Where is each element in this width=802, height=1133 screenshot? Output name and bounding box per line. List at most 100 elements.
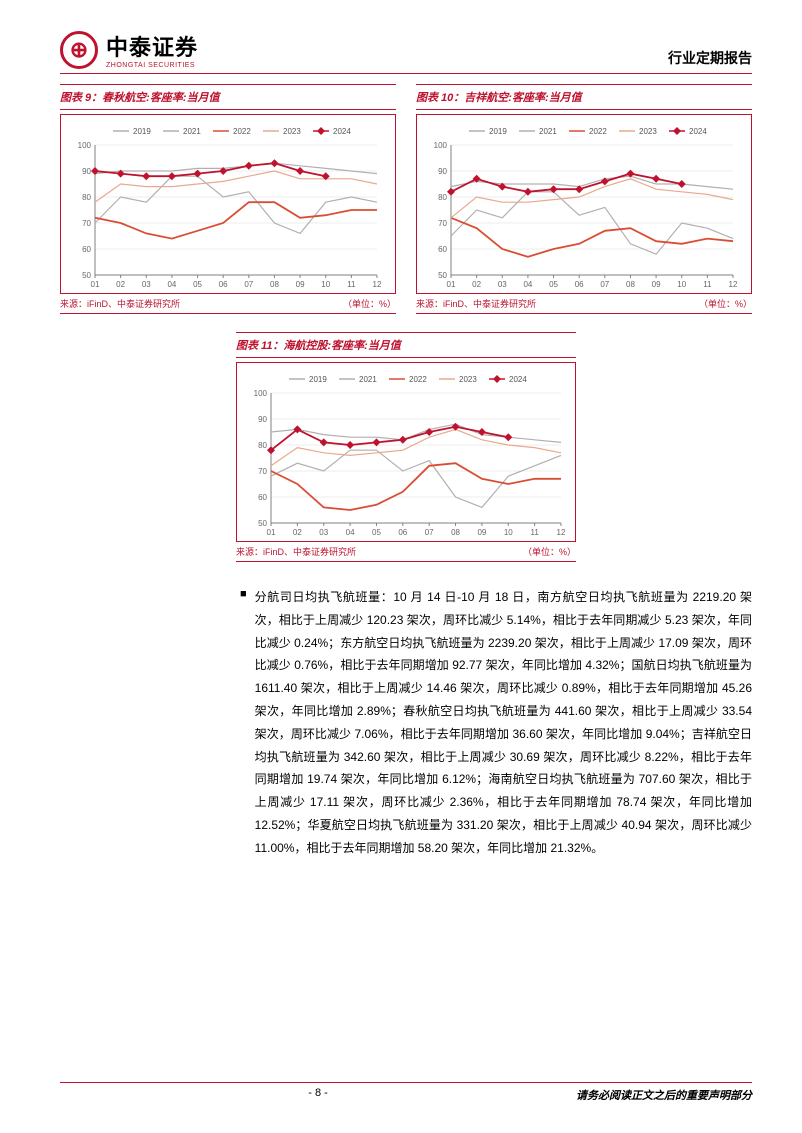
svg-text:60: 60 <box>258 493 267 502</box>
svg-text:02: 02 <box>293 528 302 537</box>
svg-text:12: 12 <box>373 280 382 289</box>
chart-9-box: 图表 9：春秋航空:客座率:当月值 5060708090100010203040… <box>60 84 396 314</box>
svg-text:07: 07 <box>600 280 609 289</box>
chart-11-box: 图表 11：海航控股:客座率:当月值 506070809010001020304… <box>236 332 576 562</box>
svg-text:03: 03 <box>498 280 507 289</box>
svg-text:07: 07 <box>244 280 253 289</box>
svg-text:80: 80 <box>258 441 267 450</box>
svg-text:05: 05 <box>549 280 558 289</box>
page-footer: - 8 - 请务必阅读正文之后的重要声明部分 <box>60 1082 752 1103</box>
chart-10-svg: 5060708090100010203040506070809101112201… <box>421 121 741 291</box>
svg-text:06: 06 <box>398 528 407 537</box>
chart-10-footer: 来源：iFinD、中泰证券研究所 （单位：%） <box>416 294 752 314</box>
svg-text:80: 80 <box>438 193 447 202</box>
svg-text:70: 70 <box>82 219 91 228</box>
doc-type: 行业定期报告 <box>668 30 752 68</box>
chart-9-title: 图表 9：春秋航空:客座率:当月值 <box>60 92 220 104</box>
svg-text:70: 70 <box>438 219 447 228</box>
svg-text:2019: 2019 <box>489 127 507 136</box>
footer-note: 请务必阅读正文之后的重要声明部分 <box>576 1087 752 1103</box>
svg-text:70: 70 <box>258 467 267 476</box>
svg-text:2022: 2022 <box>589 127 607 136</box>
chart-11-svg: 5060708090100010203040506070809101112201… <box>241 369 569 539</box>
chart-9-area: 5060708090100010203040506070809101112201… <box>60 114 396 294</box>
svg-text:80: 80 <box>82 193 91 202</box>
svg-text:03: 03 <box>142 280 151 289</box>
svg-text:08: 08 <box>451 528 460 537</box>
svg-text:100: 100 <box>78 141 92 150</box>
svg-text:02: 02 <box>472 280 481 289</box>
svg-text:11: 11 <box>530 528 539 537</box>
chart-11-unit: （单位：%） <box>523 545 576 558</box>
logo-cn: 中泰证券 <box>106 30 198 62</box>
logo-en: ZHONGTAI SECURITIES <box>106 62 198 69</box>
svg-text:2021: 2021 <box>359 375 377 384</box>
svg-text:50: 50 <box>82 271 91 280</box>
svg-text:01: 01 <box>91 280 100 289</box>
svg-text:2022: 2022 <box>233 127 251 136</box>
svg-text:09: 09 <box>296 280 305 289</box>
svg-text:10: 10 <box>677 280 686 289</box>
svg-text:90: 90 <box>82 167 91 176</box>
paragraph-item: ■ 分航司日均执飞航班量：10 月 14 日-10 月 18 日，南方航空日均执… <box>240 586 752 860</box>
svg-text:01: 01 <box>447 280 456 289</box>
chart-11-title: 图表 11：海航控股:客座率:当月值 <box>236 340 401 352</box>
chart-9-footer: 来源：iFinD、中泰证券研究所 （单位：%） <box>60 294 396 314</box>
bullet-icon: ■ <box>240 588 247 600</box>
svg-text:2023: 2023 <box>283 127 301 136</box>
svg-text:06: 06 <box>575 280 584 289</box>
chart-9-unit: （单位：%） <box>343 297 396 310</box>
svg-text:50: 50 <box>258 519 267 528</box>
top-chart-row: 图表 9：春秋航空:客座率:当月值 50 60 70 80 90 100 01 02 03 04 0… <box>60 84 752 314</box>
chart-11-footer: 来源：iFinD、中泰证券研究所 （单位：%） <box>236 542 576 562</box>
svg-text:2019: 2019 <box>309 375 327 384</box>
chart-10-source: 来源：iFinD、中泰证券研究所 <box>416 297 536 310</box>
chart-10-unit: （单位：%） <box>699 297 752 310</box>
svg-text:10: 10 <box>321 280 330 289</box>
svg-text:100: 100 <box>254 389 268 398</box>
svg-text:06: 06 <box>219 280 228 289</box>
svg-text:07: 07 <box>425 528 434 537</box>
chart-10-area: 5060708090100010203040506070809101112201… <box>416 114 752 294</box>
logo: ⊕ 中泰证券 ZHONGTAI SECURITIES <box>60 30 198 69</box>
svg-text:2024: 2024 <box>333 127 351 136</box>
svg-text:2024: 2024 <box>509 375 527 384</box>
svg-text:2024: 2024 <box>689 127 707 136</box>
svg-text:60: 60 <box>438 245 447 254</box>
svg-text:90: 90 <box>438 167 447 176</box>
chart-9-source: 来源：iFinD、中泰证券研究所 <box>60 297 180 310</box>
chart-10-title-bar: 图表 10：吉祥航空:客座率:当月值 <box>416 84 752 110</box>
paragraph-text: 分航司日均执飞航班量：10 月 14 日-10 月 18 日，南方航空日均执飞航… <box>255 586 752 860</box>
chart-11-source: 来源：iFinD、中泰证券研究所 <box>236 545 356 558</box>
svg-text:10: 10 <box>504 528 513 537</box>
footer-page: - 8 - <box>308 1087 328 1103</box>
logo-text: 中泰证券 ZHONGTAI SECURITIES <box>106 30 198 69</box>
chart-9-svg: 5060708090100010203040506070809101112201… <box>65 121 385 291</box>
chart-10-box: 图表 10：吉祥航空:客座率:当月值 50 60 70 80 90 100 01 02 03 04… <box>416 84 752 314</box>
svg-text:100: 100 <box>434 141 448 150</box>
svg-text:04: 04 <box>523 280 532 289</box>
svg-text:09: 09 <box>477 528 486 537</box>
svg-text:2023: 2023 <box>459 375 477 384</box>
svg-text:04: 04 <box>167 280 176 289</box>
svg-text:01: 01 <box>267 528 276 537</box>
svg-text:50: 50 <box>438 271 447 280</box>
svg-text:2019: 2019 <box>133 127 151 136</box>
svg-text:05: 05 <box>372 528 381 537</box>
svg-text:09: 09 <box>652 280 661 289</box>
svg-text:2022: 2022 <box>409 375 427 384</box>
svg-text:02: 02 <box>116 280 125 289</box>
svg-text:2021: 2021 <box>539 127 557 136</box>
svg-text:2023: 2023 <box>639 127 657 136</box>
svg-text:12: 12 <box>729 280 738 289</box>
logo-icon: ⊕ <box>60 31 98 69</box>
svg-text:90: 90 <box>258 415 267 424</box>
svg-text:2021: 2021 <box>183 127 201 136</box>
page-header: ⊕ 中泰证券 ZHONGTAI SECURITIES 行业定期报告 <box>60 30 752 74</box>
mid-chart-row: 图表 11：海航控股:客座率:当月值 506070809010001020304… <box>60 332 752 562</box>
svg-text:08: 08 <box>270 280 279 289</box>
chart-9-title-bar: 图表 9：春秋航空:客座率:当月值 <box>60 84 396 110</box>
chart-10-title: 图表 10：吉祥航空:客座率:当月值 <box>416 92 582 104</box>
svg-text:03: 03 <box>319 528 328 537</box>
paragraph-block: ■ 分航司日均执飞航班量：10 月 14 日-10 月 18 日，南方航空日均执… <box>60 586 752 860</box>
